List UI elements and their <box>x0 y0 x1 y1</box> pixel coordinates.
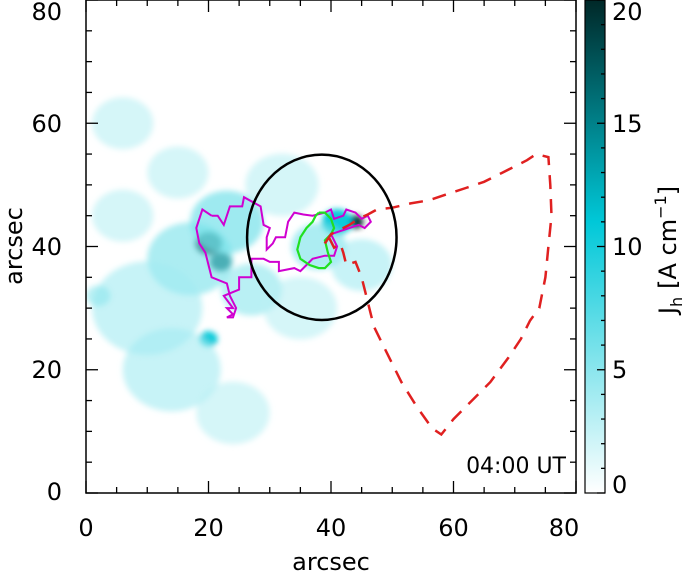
y-tick-label: 80 <box>31 0 62 26</box>
x-tick-label: 20 <box>193 514 224 542</box>
y-tick-label: 40 <box>31 233 62 261</box>
colorbar-title-close: ] <box>654 186 682 195</box>
x-tick-label: 80 <box>549 514 580 542</box>
heatmap-blob <box>122 328 221 412</box>
y-tick-label: 60 <box>31 110 62 138</box>
colorbar-title-sub: h <box>667 297 686 307</box>
x-axis-label: arcsec <box>292 548 370 572</box>
axis-ticks <box>85 0 577 494</box>
heatmap-blob <box>196 381 270 445</box>
time-annotation: 04:00 UT <box>466 454 566 479</box>
colorbar-ticks <box>597 0 605 494</box>
red-dashed-region <box>323 152 553 437</box>
overlay-layer <box>195 152 553 437</box>
colorbar-title: Jh [A cm−1] <box>651 186 686 316</box>
black-circle <box>245 153 398 322</box>
y-axis-label: arcsec <box>0 207 28 285</box>
heatmap-blob <box>86 285 111 307</box>
current-density-heatmap <box>86 97 393 445</box>
colorbar-tick-label: 20 <box>612 0 643 26</box>
green-contour <box>296 211 336 270</box>
heatmap-blob <box>245 153 319 217</box>
colorbar-tick-label: 15 <box>612 110 643 138</box>
x-tick-label: 0 <box>78 514 93 542</box>
heatmap-blob <box>263 276 338 340</box>
x-tick-label: 40 <box>316 514 347 542</box>
x-tick-label: 60 <box>438 514 469 542</box>
heatmap-blob <box>92 97 154 150</box>
colorbar-tick-label: 10 <box>612 233 643 261</box>
colorbar-title-exp: −1 <box>651 195 670 219</box>
y-tick-label: 20 <box>31 356 62 384</box>
colorbar-tick-label: 0 <box>612 471 627 499</box>
colorbar-tick-label: 5 <box>612 356 627 384</box>
colorbar-title-main: J <box>654 307 682 316</box>
heatmap-blob <box>147 146 209 199</box>
y-tick-label: 0 <box>47 478 62 506</box>
heatmap-blob <box>331 238 393 292</box>
colorbar-title-units: [A cm <box>654 219 682 289</box>
heatmap-blob <box>92 189 154 242</box>
svg-text:Jh[A cm−1]: Jh [A cm−1] <box>651 186 686 316</box>
